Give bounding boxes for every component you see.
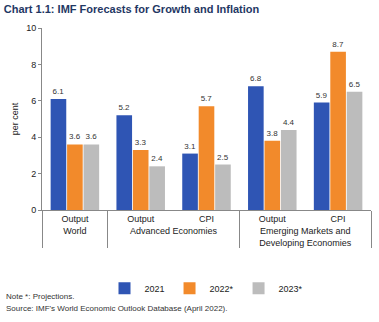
- svg-text:4.4: 4.4: [283, 118, 295, 127]
- svg-text:10: 10: [26, 23, 36, 33]
- svg-text:6.8: 6.8: [250, 74, 262, 83]
- svg-text:Emerging Markets andDeveloping: Emerging Markets andDeveloping Economies: [259, 226, 352, 248]
- svg-text:Advanced Economies: Advanced Economies: [130, 226, 218, 236]
- svg-text:Output: Output: [127, 214, 155, 224]
- svg-text:6.5: 6.5: [349, 80, 361, 89]
- svg-text:per cent: per cent: [10, 102, 20, 135]
- svg-text:Chart 1.1: IMF Forecasts for G: Chart 1.1: IMF Forecasts for Growth and …: [4, 3, 260, 15]
- svg-text:2023*: 2023*: [279, 284, 303, 294]
- svg-text:Source: IMF's World Economic O: Source: IMF's World Economic Outlook Dat…: [6, 304, 227, 313]
- svg-text:8.7: 8.7: [332, 40, 344, 49]
- svg-text:6.1: 6.1: [53, 87, 65, 96]
- svg-text:3.6: 3.6: [69, 132, 81, 141]
- svg-text:3.6: 3.6: [86, 132, 98, 141]
- svg-text:Output: Output: [61, 214, 89, 224]
- svg-text:5.7: 5.7: [201, 94, 213, 103]
- svg-text:CPI: CPI: [199, 214, 214, 224]
- svg-text:3.1: 3.1: [184, 142, 196, 151]
- svg-text:2.5: 2.5: [217, 153, 229, 162]
- svg-text:2.4: 2.4: [151, 154, 163, 163]
- svg-text:2021: 2021: [145, 284, 165, 294]
- svg-text:Note *: Projections.: Note *: Projections.: [6, 292, 74, 301]
- svg-text:8: 8: [31, 60, 36, 70]
- svg-text:2: 2: [31, 169, 36, 179]
- svg-text:2022*: 2022*: [210, 284, 234, 294]
- svg-text:6: 6: [31, 96, 36, 106]
- svg-text:Output: Output: [259, 214, 287, 224]
- svg-text:CPI: CPI: [331, 214, 346, 224]
- svg-text:3.8: 3.8: [266, 129, 278, 138]
- svg-text:3.3: 3.3: [135, 138, 147, 147]
- svg-text:0: 0: [31, 205, 36, 215]
- svg-text:5.9: 5.9: [316, 91, 328, 100]
- svg-text:5.2: 5.2: [118, 103, 130, 112]
- svg-text:4: 4: [31, 132, 36, 142]
- svg-text:World: World: [63, 226, 86, 236]
